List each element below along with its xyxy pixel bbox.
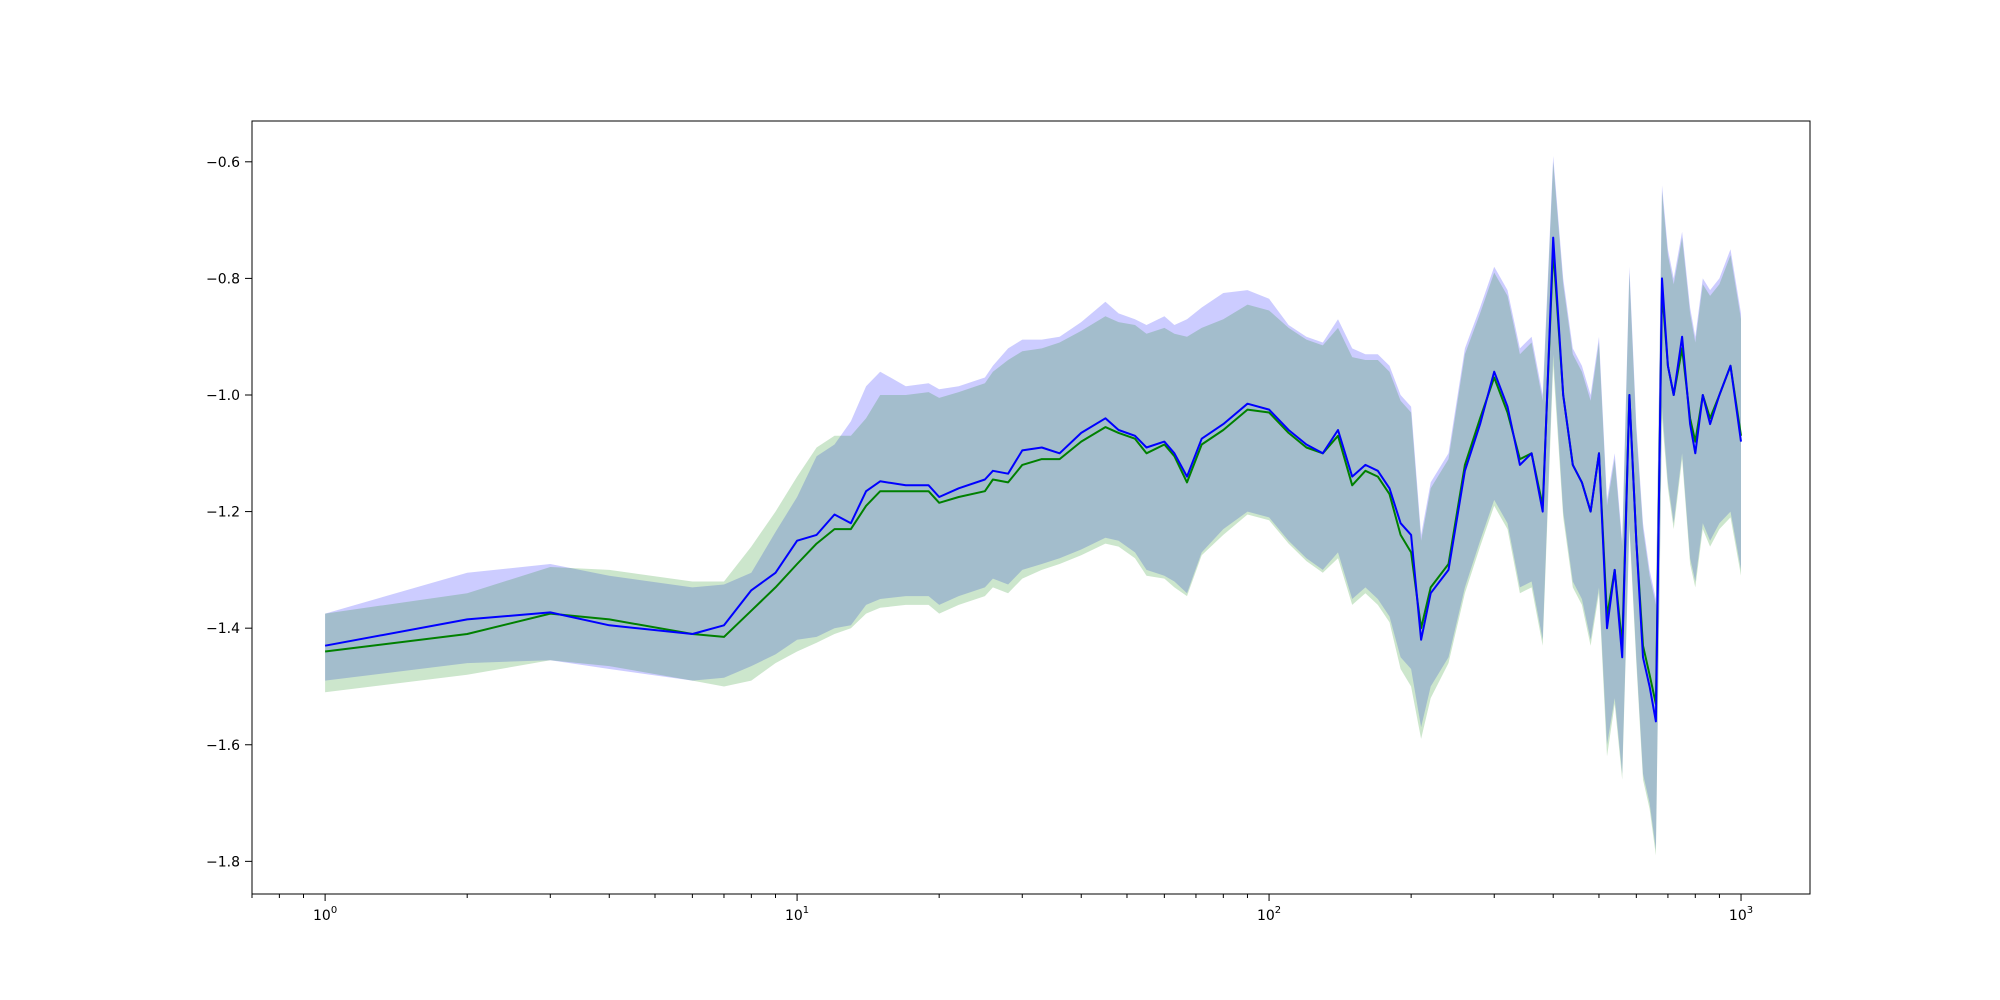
- y-tick-label: −1.8: [206, 854, 240, 870]
- y-tick-label: −1.2: [206, 505, 240, 521]
- y-tick-label: −0.6: [206, 155, 240, 171]
- x-tick-label-exponent: 1: [803, 905, 809, 916]
- x-tick-label: 102: [1257, 905, 1281, 924]
- y-tick-label: −1.6: [206, 738, 240, 754]
- x-tick-label-base: 10: [313, 908, 331, 924]
- series-0-band: [325, 156, 1742, 850]
- x-axis-ticks: 100 101 102 103: [251, 894, 1753, 924]
- x-tick-label-base: 10: [785, 908, 803, 924]
- x-tick-label-exponent: 2: [1275, 905, 1281, 916]
- x-tick-label-exponent: 0: [331, 905, 337, 916]
- series-1-band: [325, 161, 1742, 856]
- x-tick-label-exponent: 3: [1747, 905, 1753, 916]
- y-tick-label: −0.8: [206, 271, 240, 287]
- plot-frame: [251, 120, 1811, 895]
- series-0-line: [324, 236, 1742, 723]
- x-tick-label: 100: [313, 905, 337, 924]
- series-lines: [324, 236, 1742, 723]
- x-tick-label-base: 10: [1257, 908, 1275, 924]
- y-tick-label: −1.4: [206, 621, 240, 637]
- x-tick-label: 103: [1729, 905, 1753, 924]
- x-tick-label: 101: [785, 905, 809, 924]
- y-axis-ticks: −0.6 −0.8 −1.0 −1.2 −1.4 −1.6 −1.8: [206, 155, 252, 870]
- y-tick-label: −1.0: [206, 388, 240, 404]
- x-tick-label-base: 10: [1729, 908, 1747, 924]
- confidence-bands: [325, 156, 1742, 856]
